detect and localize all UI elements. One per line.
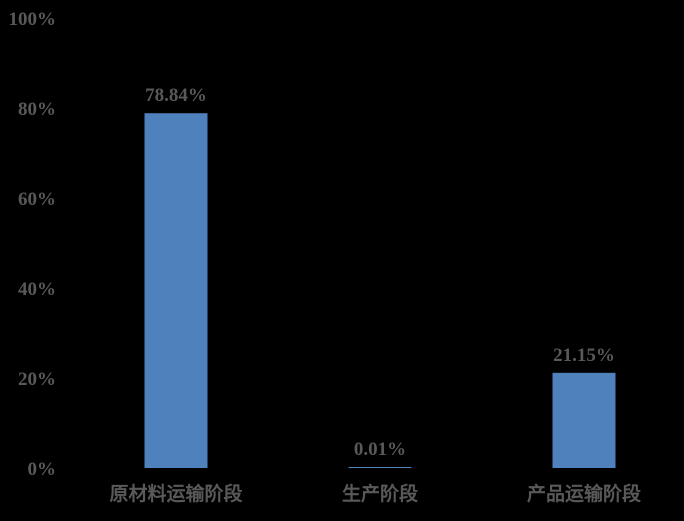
y-axis-ticks: 0% 20% 40% 60% 80% 100%: [9, 9, 57, 480]
data-label: 21.15%: [553, 345, 615, 366]
x-tick-label: 原材料运输阶段: [109, 482, 243, 505]
x-tick-label: 生产阶段: [342, 482, 419, 505]
bar: [552, 372, 616, 468]
x-tick-label: 产品运输阶段: [527, 482, 642, 505]
x-axis-ticks: 原材料运输阶段 生产阶段 产品运输阶段: [109, 482, 642, 505]
data-label: 0.01%: [354, 439, 406, 460]
y-tick-label: 40%: [18, 279, 56, 300]
data-label: 78.84%: [145, 85, 207, 106]
y-tick-label: 100%: [9, 9, 57, 30]
bar: [144, 113, 208, 468]
bar: [348, 467, 412, 468]
bars: [144, 113, 616, 468]
y-tick-label: 20%: [18, 369, 56, 390]
data-labels: 78.84% 0.01% 21.15%: [145, 85, 615, 460]
y-tick-label: 0%: [28, 459, 57, 480]
y-tick-label: 80%: [18, 99, 56, 120]
y-tick-label: 60%: [18, 189, 56, 210]
